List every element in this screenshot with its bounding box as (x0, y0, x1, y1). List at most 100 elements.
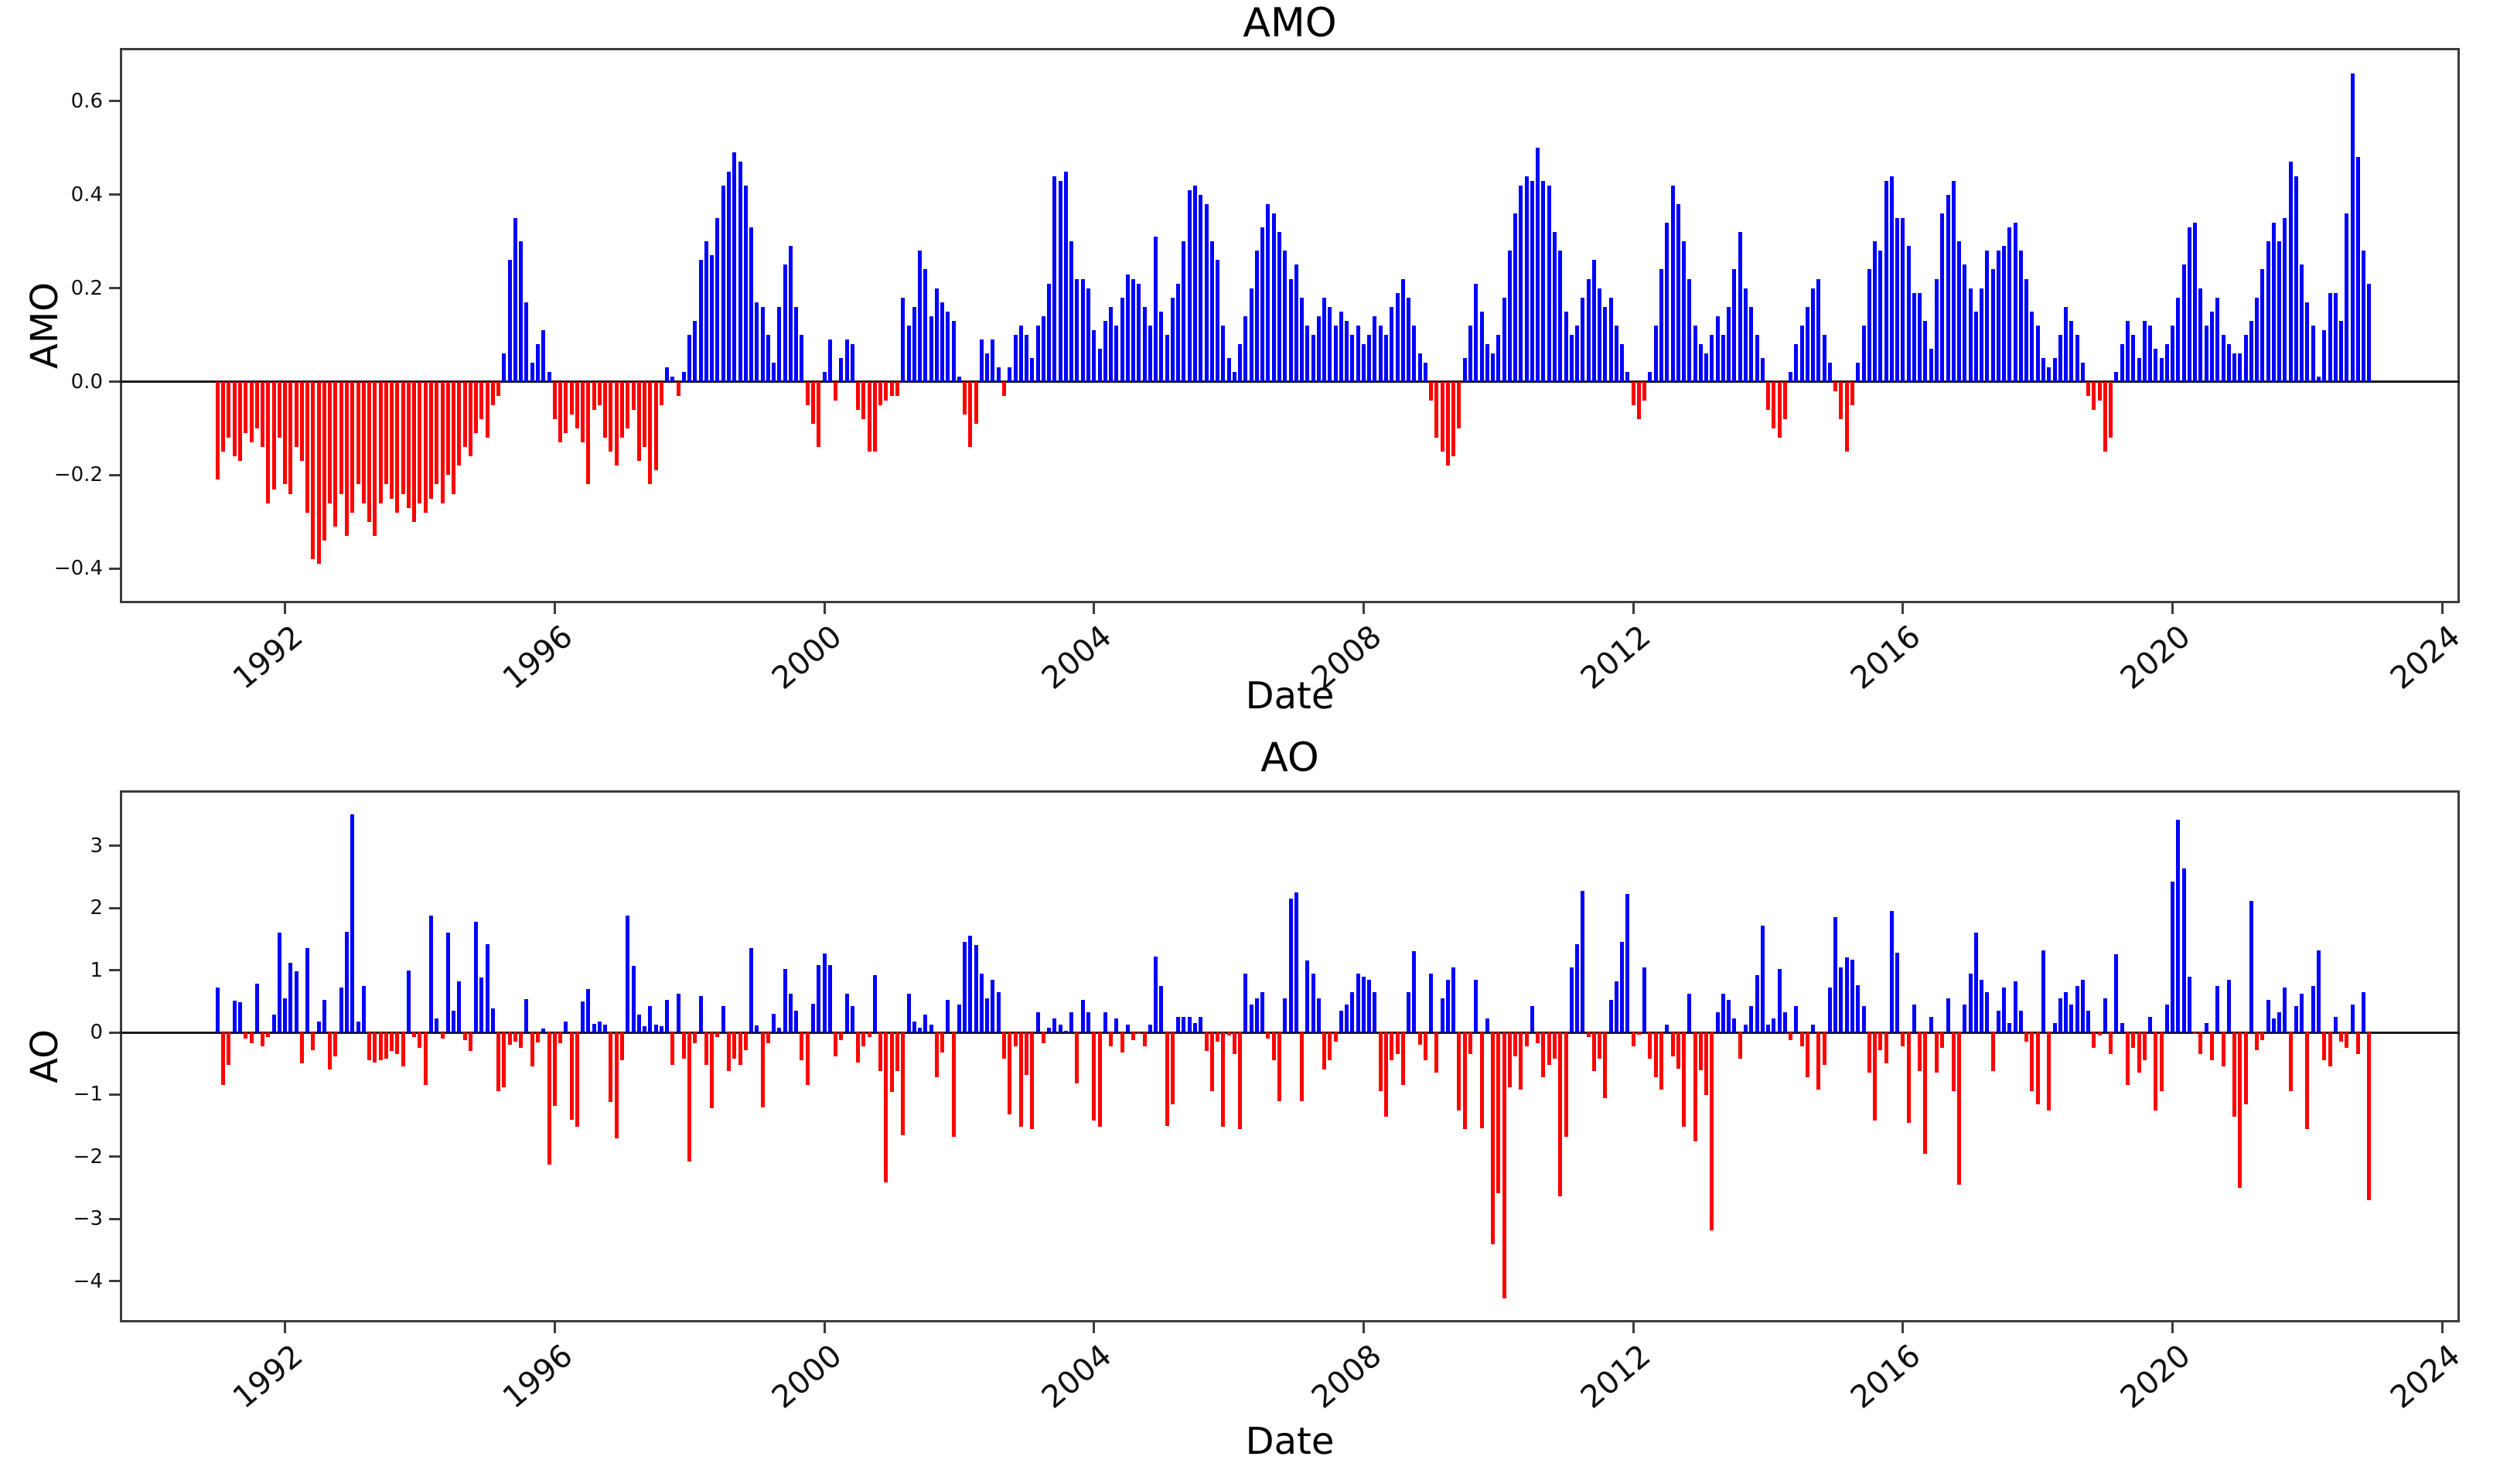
bar (1861, 1006, 1866, 1032)
bar (2142, 320, 2147, 382)
bar (384, 1032, 388, 1059)
bar (1698, 344, 1703, 382)
x-tick-mark (284, 1322, 287, 1333)
bar (581, 1001, 585, 1032)
bar (2283, 988, 2287, 1032)
x-tick-label: 2004 (1035, 1338, 1119, 1416)
bar (339, 381, 343, 494)
bar (1080, 278, 1085, 382)
bar (445, 381, 450, 476)
bar (2052, 358, 2057, 382)
bar (653, 1025, 658, 1032)
bar (2041, 358, 2046, 382)
bar (271, 1015, 276, 1032)
bar (513, 217, 517, 382)
bar (1058, 1025, 1062, 1032)
bar (1507, 1032, 1512, 1087)
bar (586, 988, 591, 1032)
bar (244, 381, 248, 433)
bar (1120, 297, 1124, 382)
bar (1625, 894, 1630, 1032)
bar (1400, 1032, 1405, 1086)
bar (2103, 998, 2107, 1032)
bar (2013, 223, 2017, 382)
bar (2086, 381, 2091, 396)
bar (547, 372, 551, 382)
bar (328, 1032, 333, 1070)
bar (597, 381, 602, 405)
bar (1154, 956, 1158, 1032)
bar (2221, 1032, 2225, 1067)
bar (2209, 1032, 2214, 1061)
y-tick-mark (109, 1093, 120, 1096)
bar (1782, 381, 1787, 419)
bar (1912, 292, 1916, 382)
bar (1216, 1032, 1220, 1042)
bar (1648, 1032, 1652, 1059)
bar (895, 1032, 899, 1071)
bar (951, 320, 956, 382)
bar (592, 381, 596, 410)
bar (827, 965, 832, 1032)
bar (445, 933, 450, 1032)
bar (1934, 278, 1939, 382)
bar (1867, 1032, 1871, 1073)
bar (227, 1032, 231, 1065)
bar (1552, 232, 1557, 382)
bar (2018, 1010, 2023, 1032)
bar (2271, 223, 2276, 382)
bar (428, 915, 433, 1032)
bar (906, 326, 911, 382)
bar (1462, 1032, 1467, 1129)
y-tick-mark (109, 1155, 120, 1158)
bar (1080, 1000, 1085, 1032)
bar (1777, 968, 1782, 1032)
bar (1305, 326, 1310, 382)
bar (1884, 180, 1888, 382)
bar (2345, 1032, 2349, 1049)
bar (619, 1032, 624, 1061)
bar (1373, 316, 1377, 382)
bar (1693, 326, 1697, 382)
bar (1547, 185, 1551, 382)
bar (1698, 1032, 1703, 1071)
bar (428, 381, 433, 499)
x-tick-mark (1093, 603, 1096, 614)
bar (1232, 1032, 1236, 1055)
bar (2322, 330, 2327, 382)
bar (395, 381, 400, 513)
bar (435, 1018, 439, 1032)
bar (401, 381, 405, 494)
bar (794, 1010, 799, 1032)
bar (2018, 251, 2023, 382)
bar (1041, 1032, 1045, 1044)
bar (299, 1032, 304, 1064)
bar (2198, 288, 2203, 382)
bar (2131, 1032, 2136, 1049)
bar (1659, 269, 1663, 382)
bar (783, 264, 787, 382)
bar (1114, 326, 1119, 382)
bar (1586, 1032, 1591, 1038)
bar (1895, 217, 1900, 382)
bar (373, 381, 377, 536)
bar (418, 1032, 422, 1049)
bar (1636, 381, 1641, 419)
bar (1946, 194, 1950, 382)
x-tick-mark (1901, 603, 1905, 614)
bar (1648, 372, 1652, 382)
bar (1097, 1032, 1102, 1127)
bar (957, 1004, 961, 1032)
bar (356, 381, 360, 485)
bar (1608, 297, 1613, 382)
x-tick-label: 2000 (766, 619, 849, 697)
bar (2137, 1032, 2141, 1073)
bar (1097, 349, 1102, 382)
bar (1816, 278, 1821, 382)
bar (1760, 925, 1765, 1032)
bar (2097, 1032, 2102, 1036)
x-tick-label: 1992 (226, 1338, 310, 1416)
y-tick-label: −1 (73, 1083, 103, 1107)
bar (2075, 335, 2079, 382)
